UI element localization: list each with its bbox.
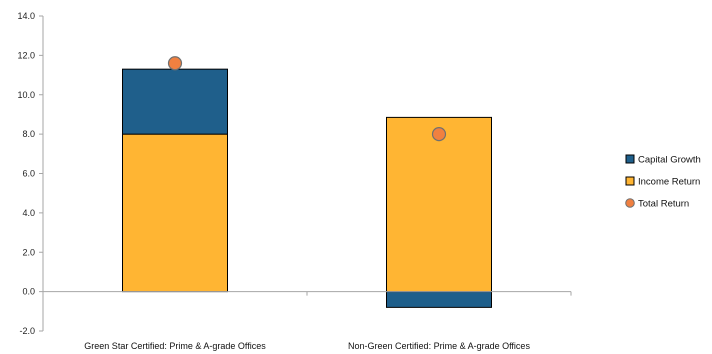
legend-label: Income Return bbox=[638, 177, 700, 188]
bar-capital-growth bbox=[386, 291, 492, 308]
y-tick-label: 12.0 bbox=[17, 50, 35, 60]
y-tick-label: 4.0 bbox=[22, 208, 35, 218]
legend: Capital Growth Income Return Total Return bbox=[625, 154, 701, 210]
y-tick-label: 6.0 bbox=[22, 169, 35, 179]
y-tick-label: 10.0 bbox=[17, 90, 35, 100]
y-tick-label: 14.0 bbox=[17, 11, 35, 21]
y-axis: -2.0 0.0 2.0 4.0 6.0 8.0 10.0 12.0 14.0 bbox=[17, 11, 44, 336]
x-category-label: Non-Green Certified: Prime & A-grade Off… bbox=[348, 341, 530, 351]
x-axis: Green Star Certified: Prime & A-grade Of… bbox=[42, 291, 572, 351]
bar-capital-growth bbox=[122, 68, 228, 135]
bar-income-return bbox=[386, 116, 492, 293]
total-return-marker bbox=[167, 56, 183, 71]
y-tick-label: -2.0 bbox=[19, 326, 35, 336]
bars bbox=[122, 68, 492, 308]
total-return-markers bbox=[167, 56, 447, 142]
y-tick-label: 8.0 bbox=[22, 129, 35, 139]
y-tick-label: 0.0 bbox=[22, 287, 35, 297]
y-tick-label: 2.0 bbox=[22, 247, 35, 257]
legend-label: Capital Growth bbox=[638, 155, 701, 166]
legend-swatch-total-return bbox=[625, 198, 635, 208]
total-return-marker bbox=[431, 127, 447, 142]
legend-swatch bbox=[625, 176, 635, 186]
legend-swatch bbox=[625, 154, 635, 164]
legend-label: Total Return bbox=[638, 199, 689, 210]
x-category-label: Green Star Certified: Prime & A-grade Of… bbox=[84, 341, 266, 351]
bar-income-return bbox=[122, 133, 228, 293]
